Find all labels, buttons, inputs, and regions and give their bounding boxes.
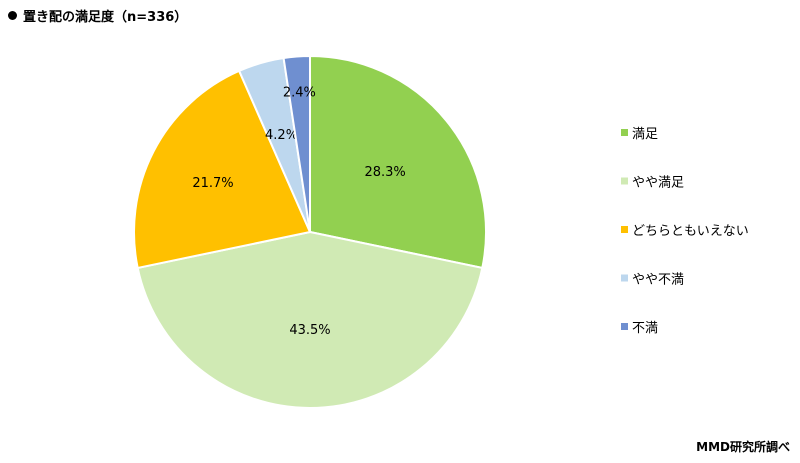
- legend-swatch-4: [621, 323, 628, 330]
- source-credit: MMD研究所調べ: [696, 440, 790, 454]
- legend-label-3: やや不満: [632, 273, 684, 288]
- legend-label-0: 満足: [632, 127, 658, 142]
- slice-value-label-3: 4.2%: [265, 128, 298, 143]
- legend-swatch-3: [621, 274, 628, 282]
- slice-value-label-0: 28.3%: [364, 165, 405, 180]
- pie-slice-4: [282, 54, 311, 233]
- legend-swatch-0: [621, 129, 628, 136]
- legend-label-1: やや満足: [632, 176, 684, 191]
- pie-slice-0: [309, 54, 487, 270]
- legend-swatch-2: [621, 226, 628, 233]
- chart-title: 置き配の満足度（n=336）: [8, 6, 187, 25]
- slice-value-label-2: 21.7%: [192, 176, 233, 191]
- legend-swatch-1: [621, 177, 628, 185]
- legend-label-4: 不満: [632, 321, 658, 336]
- pie-slice-1: [136, 230, 484, 409]
- slice-value-label-4: 2.4%: [283, 86, 316, 101]
- bullet-icon: [8, 11, 17, 20]
- slice-value-label-1: 43.5%: [289, 323, 330, 338]
- pie-slice-2: [133, 69, 312, 270]
- legend-label-2: どちらともいえない: [632, 224, 749, 239]
- chart-title-text: 置き配の満足度（n=336）: [23, 10, 188, 25]
